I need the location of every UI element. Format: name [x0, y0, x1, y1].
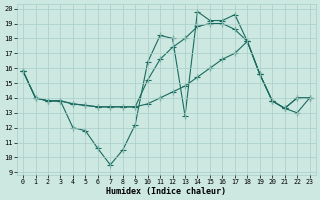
X-axis label: Humidex (Indice chaleur): Humidex (Indice chaleur)	[106, 187, 226, 196]
